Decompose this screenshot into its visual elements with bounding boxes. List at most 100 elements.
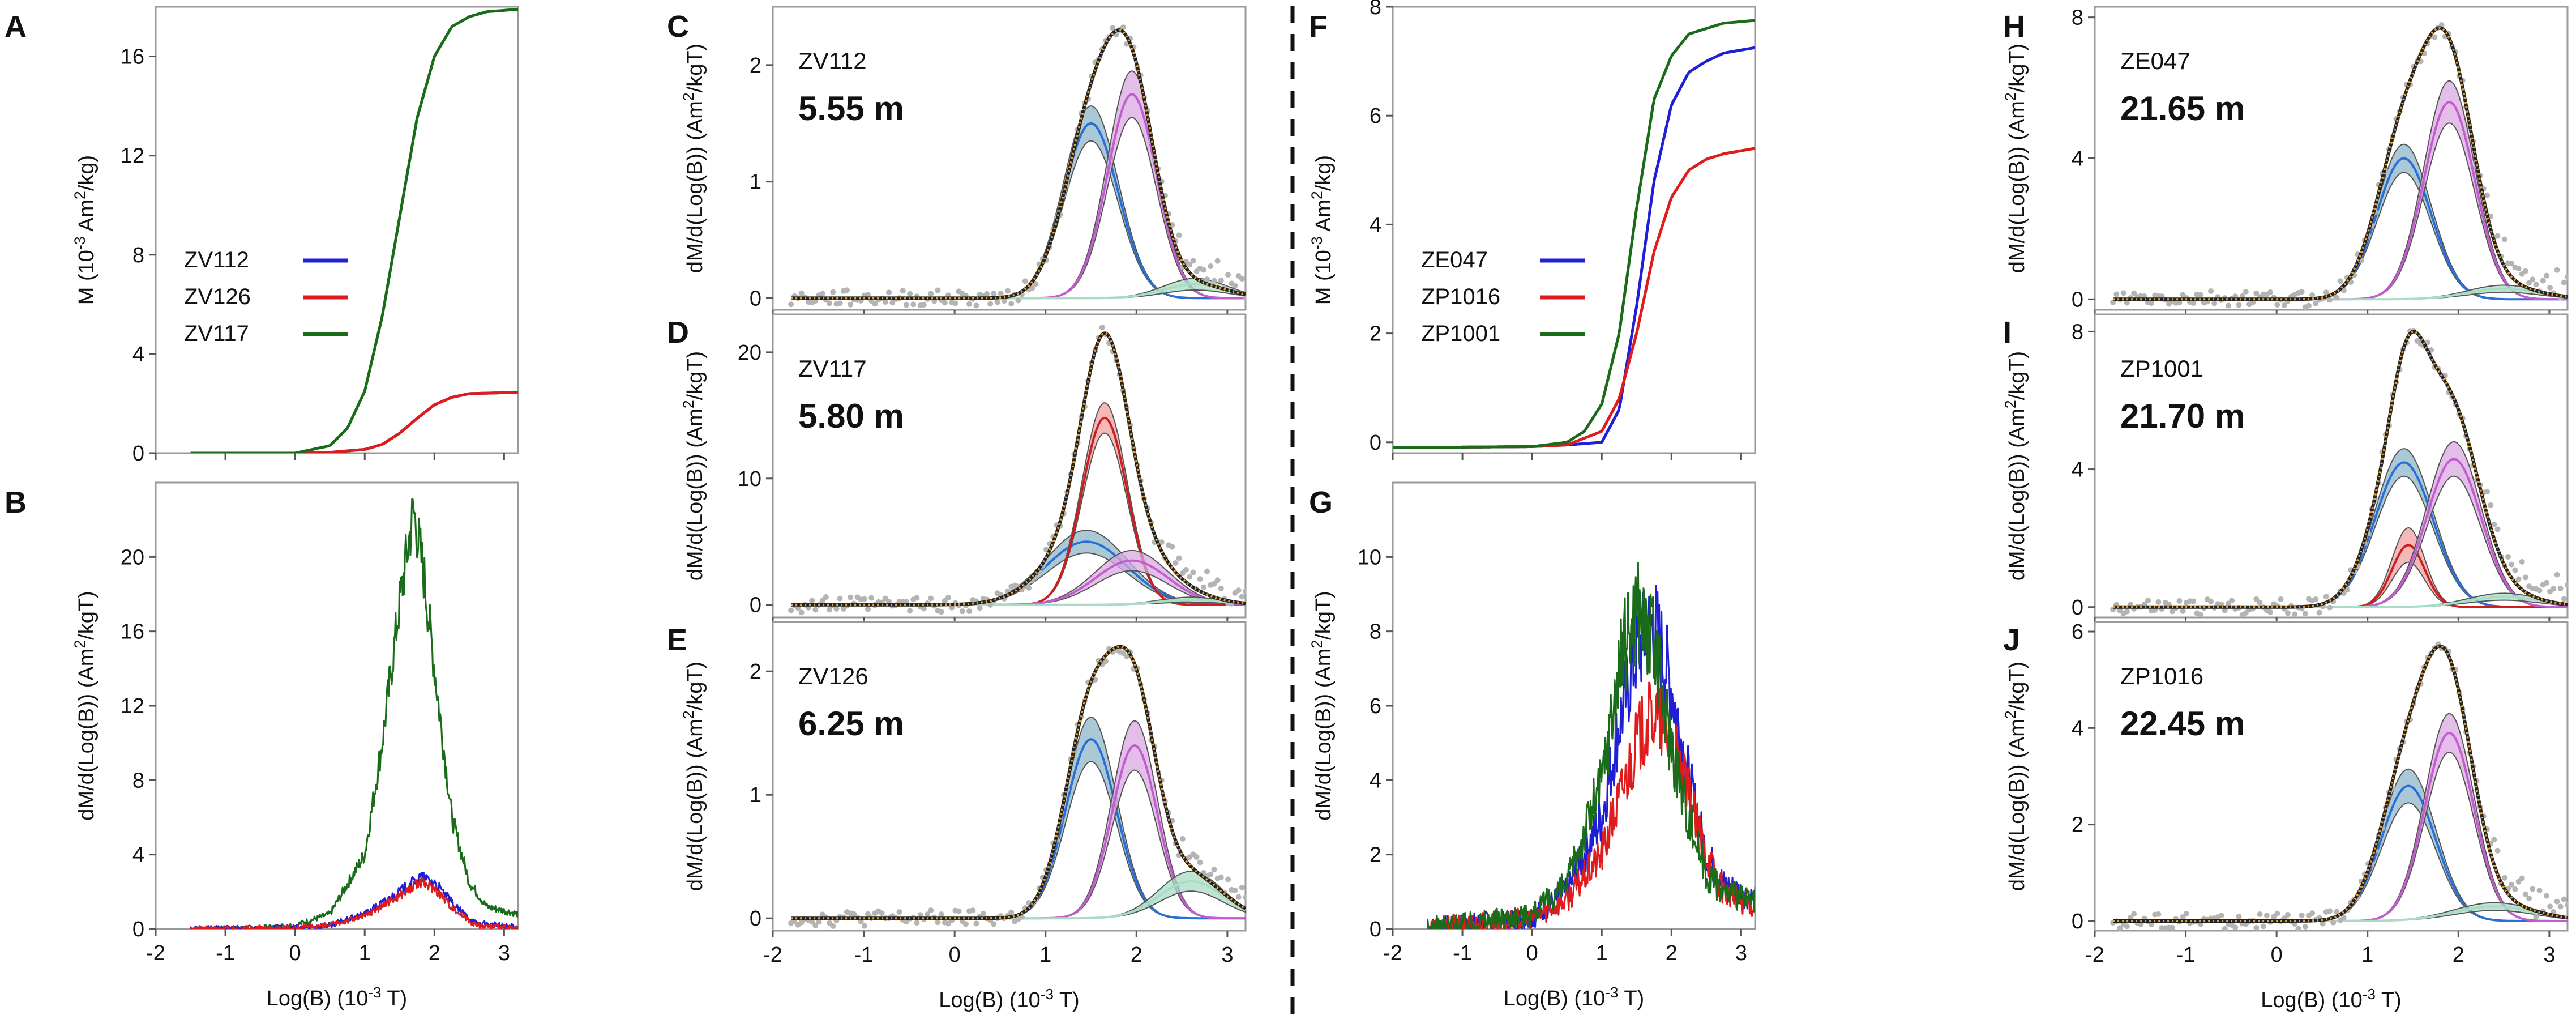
panel-letter: B [5,485,27,519]
data-point [2522,891,2528,897]
data-point [2526,896,2532,902]
data-point [945,594,952,600]
x-tick-label: -1 [2176,943,2196,967]
data-point [2155,599,2162,605]
data-point [991,291,997,297]
y-axis-label: dM/d(Log(B)) (Am2/kgT) [680,351,707,581]
data-point [2302,924,2308,930]
data-point [827,607,833,613]
data-point [956,908,962,914]
data-point [2501,875,2507,881]
panel-letter: E [667,623,687,657]
data-point [1179,570,1186,576]
data-point [1124,653,1130,659]
data-point [2120,290,2126,296]
data-point [2183,910,2189,916]
data-point [2243,288,2249,295]
data-point [1176,555,1182,561]
legend-label: ZV117 [184,321,249,346]
panel-d: D 0 10 20 dM/d(Log(B)) (Am2/kgT) ZV117 5.80 m [667,313,1247,624]
data-point [2211,300,2218,306]
data-point [2295,926,2301,931]
y-tick-label: 8 [1370,0,1381,19]
data-point [896,909,902,915]
fit-total-orange [791,29,1246,300]
data-point [812,922,819,928]
y-tick-label: 0 [1370,431,1381,455]
y-axis-label: dM/d(Log(B)) (Am2/kgT) [680,44,707,273]
plot-frame [772,313,1247,619]
data-point [2536,888,2543,894]
data-point [2263,913,2270,919]
data-point [966,301,973,307]
data-point [928,907,934,914]
data-point [861,923,867,929]
y-tick-label: 8 [132,244,144,267]
data-point [2260,923,2266,930]
data-point [2484,488,2490,494]
plot-area [788,324,1246,616]
data-point [798,290,805,296]
data-point [998,290,1004,296]
data-point [2299,913,2305,919]
data-point [2313,596,2319,603]
data-point [2561,596,2567,602]
y-tick-label: 6 [1370,694,1381,718]
plot-frame [2094,621,2569,932]
y-tick-label: 6 [2072,620,2083,644]
data-point [914,920,920,926]
plot-area [2110,22,2568,310]
y-axis-label: dM/d(Log(B)) (Am2/kgT) [71,591,99,820]
y-tick-label: 0 [132,918,144,941]
y-tick-label: 8 [1370,620,1381,644]
legend: ZV112 ZV126 ZV117 [184,248,348,346]
data-point [2491,837,2497,843]
data-point [977,605,983,611]
data-point [1218,585,1224,591]
data-point [2323,289,2329,296]
data-point [2149,300,2155,306]
legend-label: ZP1001 [1421,321,1500,346]
data-point [987,301,994,307]
y-tick-label: 1 [750,783,761,807]
x-axis-label: Log(B) (10-3 T) [1504,984,1644,1011]
data-point [2316,609,2322,616]
data-point [1214,577,1221,583]
data-point [1179,835,1186,842]
y-tick-label: 4 [2072,458,2083,482]
data-point [2292,611,2298,617]
data-point [2565,582,2568,589]
depth-label: 21.70 m [2120,397,2245,435]
data-point [970,907,976,914]
y-tick-label: 8 [2072,320,2083,344]
data-point [2149,921,2155,927]
data-point [2565,274,2568,280]
y-axis-label: dM/d(Log(B)) (Am2/kgT) [2002,662,2029,891]
panel-g: G 0 2 4 6 8 10 -2 -1 0 1 2 3 Log(B) (10-3 T) dM/d(Log(… [1308,481,1756,1011]
data-point [809,919,815,925]
data-point [1187,262,1193,268]
data-point [1158,539,1165,545]
depth-label: 21.65 m [2120,89,2245,127]
data-point [1197,859,1203,865]
data-point [2284,610,2291,616]
data-point [1193,854,1200,860]
data-point [1232,887,1238,893]
data-point [2501,236,2507,242]
data-point [2536,587,2543,594]
y-tick-label: 8 [132,769,144,792]
data-point [2138,921,2144,927]
data-point [952,300,958,306]
data-point [2309,910,2316,916]
panel-letter: A [5,10,27,44]
data-point [907,608,913,614]
data-point [2530,276,2536,283]
data-point [2554,898,2560,905]
panel-a: A 0 4 8 12 16 M (10-3 Am2/kg) ZV112 ZV126 ZV117 [5,6,519,466]
y-tick-label: 12 [121,144,144,168]
panel-f: F 0 2 4 6 8 M (10-3 Am2/kg) ZE047 ZP1016 ZP1001 [1308,0,1756,460]
x-tick-label: 0 [949,943,961,967]
x-tick-label: -2 [763,943,782,967]
data-point [1015,297,1021,304]
data-point [2180,914,2186,920]
